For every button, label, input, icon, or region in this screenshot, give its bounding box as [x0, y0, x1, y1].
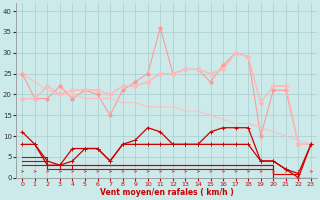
X-axis label: Vent moyen/en rafales ( km/h ): Vent moyen/en rafales ( km/h ): [100, 188, 234, 197]
